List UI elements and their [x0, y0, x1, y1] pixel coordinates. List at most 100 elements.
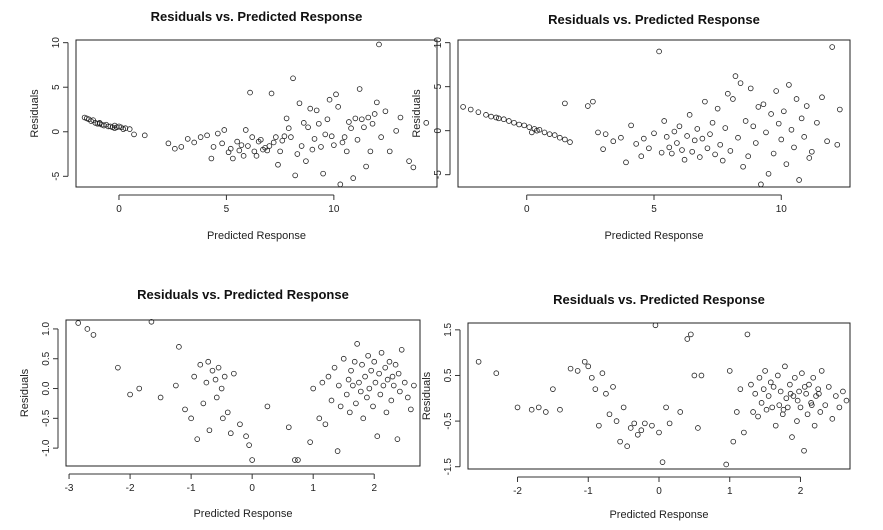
data-point [808, 400, 814, 406]
data-point [546, 131, 553, 137]
data-point [398, 346, 405, 353]
data-point [725, 90, 731, 97]
data-point [663, 404, 669, 411]
data-point [90, 332, 97, 338]
data-point [767, 379, 774, 386]
x-tick-label: 5 [651, 204, 657, 215]
data-point [808, 402, 815, 408]
data-point [488, 113, 494, 120]
data-point [596, 422, 602, 429]
data-point [298, 143, 305, 149]
scatter-panel-3: Residuals vs. Predicted Response -3 -2 -1 0 1… [19, 287, 421, 520]
data-point [641, 135, 647, 142]
data-point [285, 125, 292, 131]
data-point [585, 103, 591, 109]
chart-title: Residuals vs. Predicted Response [553, 292, 765, 307]
data-point [590, 98, 596, 105]
data-point [335, 104, 341, 110]
data-point [806, 381, 812, 388]
data-point [378, 134, 384, 140]
data-point [253, 153, 260, 159]
data-point [829, 44, 835, 50]
data-point [737, 80, 744, 86]
data-point [115, 364, 121, 371]
data-point [131, 131, 137, 138]
data-point [815, 386, 821, 392]
data-point [307, 439, 313, 445]
data-point [809, 148, 815, 155]
data-point [493, 114, 499, 121]
data-point [631, 420, 638, 427]
data-point [769, 404, 775, 411]
data-point [281, 133, 288, 140]
data-point [467, 106, 474, 113]
data-point [279, 137, 286, 144]
data-point [803, 103, 810, 109]
data-point [224, 409, 231, 416]
data-point [543, 409, 549, 415]
y-tick-label: -0.5 [41, 409, 52, 427]
data-point [290, 75, 296, 82]
data-point [311, 136, 318, 142]
data-point [775, 120, 782, 127]
x-tick-label: -2 [126, 483, 135, 494]
data-point [191, 373, 197, 380]
y-tick-label: -1.5 [443, 458, 454, 476]
data-point [376, 41, 382, 48]
scatter-panel-4: Residuals vs. Predicted Response -2 -1 0 1 2 -… [421, 292, 851, 521]
data-point [806, 155, 813, 161]
data-point [157, 394, 164, 401]
data-point [333, 91, 339, 98]
data-point [646, 145, 652, 152]
data-point [247, 89, 253, 96]
x-axis-label: Predicted Response [207, 230, 306, 242]
data-point [245, 143, 251, 149]
data-point [677, 409, 684, 415]
data-point [734, 409, 740, 415]
data-point [374, 433, 381, 440]
scatter-panel-1: Residuals vs. Predicted Response 0 5 10 -5 0 5… [29, 9, 438, 242]
data-point [843, 397, 850, 404]
data-point [702, 98, 708, 105]
data-point [236, 147, 243, 154]
data-point [567, 365, 574, 372]
y-tick-label: -1.0 [41, 439, 52, 457]
data-point [606, 411, 613, 418]
y-axis-label: Residuals [411, 89, 423, 138]
data-point [501, 116, 507, 123]
data-point [816, 390, 822, 397]
data-point [649, 422, 655, 429]
x-axis-label: Predicted Response [604, 230, 703, 242]
data-point [829, 416, 836, 422]
data-point [688, 331, 694, 338]
y-tick-label: 0.5 [443, 368, 454, 382]
data-point [699, 135, 706, 142]
data-point [389, 373, 396, 380]
x-tick-label: 1 [727, 486, 733, 497]
data-point [744, 331, 751, 338]
data-point [814, 119, 820, 126]
data-point [535, 404, 542, 411]
data-point [742, 118, 749, 124]
data-point [264, 403, 271, 410]
data-point [328, 397, 335, 404]
data-point [801, 384, 808, 390]
data-point [610, 384, 616, 390]
chart-title: Residuals vs. Predicted Response [137, 287, 349, 302]
data-point [363, 163, 369, 170]
x-axis-label: Predicted Response [193, 508, 292, 520]
data-point [203, 379, 210, 386]
x-tick-label: 2 [798, 486, 804, 497]
data-point [336, 382, 342, 389]
data-point [182, 406, 188, 413]
data-point [536, 126, 543, 133]
data-point [811, 422, 818, 429]
data-point [354, 136, 361, 143]
data-point [328, 133, 335, 140]
data-point [763, 129, 769, 136]
data-point [651, 130, 657, 137]
data-point [221, 127, 228, 133]
data-point [364, 394, 370, 401]
data-point [292, 457, 298, 463]
